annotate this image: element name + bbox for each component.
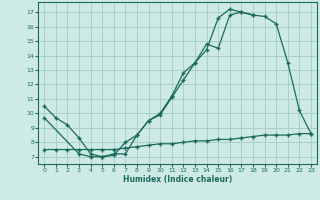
X-axis label: Humidex (Indice chaleur): Humidex (Indice chaleur)	[123, 175, 232, 184]
